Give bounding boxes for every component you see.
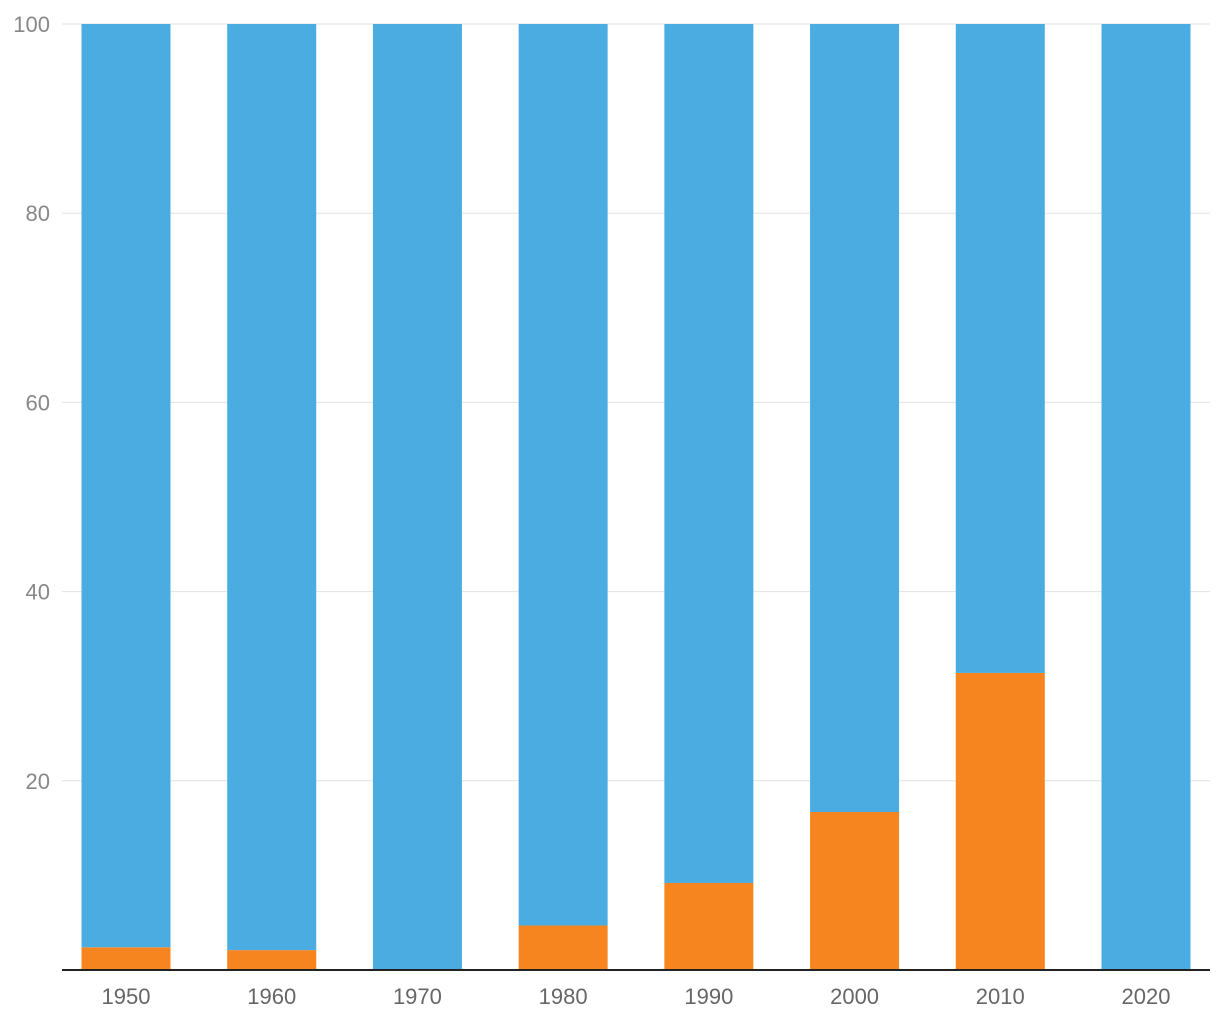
y-tick-label: 100 — [13, 12, 50, 37]
x-tick-label-1980: 1980 — [539, 984, 588, 1009]
bars — [81, 24, 1191, 970]
y-tick-label: 20 — [26, 769, 50, 794]
x-tick-label-2010: 2010 — [976, 984, 1025, 1009]
x-tick-label-1950: 1950 — [102, 984, 151, 1009]
x-tick-label-1970: 1970 — [393, 984, 442, 1009]
bar-2010-series-0 — [955, 672, 1045, 970]
bar-2000-series-0 — [810, 812, 900, 970]
bar-1990-series-0 — [664, 882, 754, 970]
bar-2020-series-1 — [1101, 24, 1191, 970]
bar-1990-series-1 — [664, 24, 754, 883]
x-tick-label-1960: 1960 — [247, 984, 296, 1009]
bar-2000-series-1 — [810, 24, 900, 813]
bar-1980-series-0 — [518, 925, 608, 970]
bar-1950-series-1 — [81, 24, 171, 948]
bar-1970-series-1 — [372, 24, 462, 970]
y-axis-tick-labels: 20 40 60 80 100 — [13, 12, 50, 794]
y-tick-label: 60 — [26, 390, 50, 415]
bar-1950-series-0 — [81, 947, 171, 970]
bar-2010-series-1 — [955, 24, 1045, 673]
y-tick-label: 40 — [26, 580, 50, 605]
bar-1960-series-0 — [227, 950, 317, 970]
x-tick-label-1990: 1990 — [684, 984, 733, 1009]
bar-1980-series-1 — [518, 24, 608, 926]
x-tick-label-2020: 2020 — [1122, 984, 1171, 1009]
x-axis-tick-labels: 1950 1960 1970 1980 1990 2000 2010 2020 — [102, 984, 1171, 1009]
bar-1960-series-1 — [227, 24, 317, 951]
y-tick-label: 80 — [26, 201, 50, 226]
x-tick-label-2000: 2000 — [830, 984, 879, 1009]
